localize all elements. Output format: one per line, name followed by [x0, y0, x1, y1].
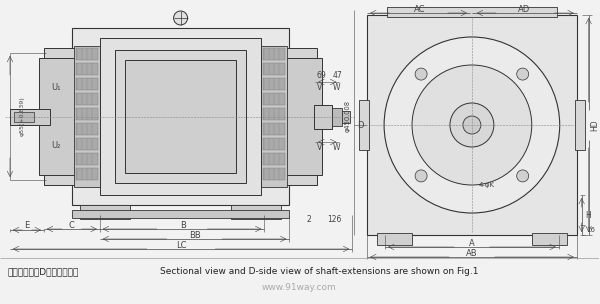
Bar	[76, 168, 98, 180]
Text: BB: BB	[188, 230, 200, 240]
Text: HD: HD	[590, 119, 599, 131]
Bar	[263, 93, 286, 105]
Text: φ55(+0.839): φ55(+0.839)	[19, 97, 25, 136]
Circle shape	[384, 37, 560, 213]
Bar	[286, 48, 317, 185]
Bar	[100, 38, 262, 195]
Bar	[76, 108, 98, 120]
Text: H: H	[585, 210, 590, 219]
Text: LC: LC	[176, 240, 187, 250]
Circle shape	[415, 170, 427, 182]
Bar	[76, 48, 98, 60]
Bar	[44, 48, 75, 185]
Text: B: B	[179, 220, 185, 230]
Text: AD: AD	[518, 5, 530, 15]
Text: U₂: U₂	[51, 140, 61, 150]
Circle shape	[415, 68, 427, 80]
Text: U₁: U₁	[51, 84, 61, 92]
Text: A: A	[469, 239, 475, 247]
Bar	[263, 168, 286, 180]
Bar	[387, 7, 557, 17]
Bar	[332, 108, 342, 126]
Bar	[115, 50, 247, 183]
Bar	[76, 93, 98, 105]
Text: E: E	[25, 222, 29, 230]
Bar	[263, 108, 286, 120]
Bar	[263, 78, 286, 90]
Circle shape	[450, 103, 494, 147]
Text: 轴伸剖面图和D向视图见图一: 轴伸剖面图和D向视图见图一	[8, 268, 79, 277]
Text: 4-φK: 4-φK	[479, 182, 495, 188]
Bar	[263, 48, 286, 60]
Bar	[262, 46, 287, 187]
Circle shape	[412, 65, 532, 185]
Text: 16: 16	[586, 227, 595, 233]
Bar	[575, 100, 584, 150]
Text: Sectional view and D-side view of shaft-extensions are shown on Fig.1: Sectional view and D-side view of shaft-…	[160, 268, 478, 277]
Bar	[263, 153, 286, 165]
Bar	[10, 109, 50, 125]
Bar	[359, 100, 369, 150]
Bar	[14, 112, 34, 122]
Text: C: C	[69, 220, 75, 230]
Bar	[125, 60, 236, 173]
Text: φ450.008: φ450.008	[344, 101, 350, 133]
Bar	[74, 46, 100, 187]
Bar	[263, 63, 286, 75]
Text: 47: 47	[332, 71, 342, 80]
Bar	[286, 58, 322, 175]
Text: AB: AB	[466, 248, 478, 257]
Bar	[263, 138, 286, 150]
Bar	[76, 153, 98, 165]
Text: 69: 69	[316, 71, 326, 80]
Circle shape	[517, 68, 529, 80]
Circle shape	[463, 116, 481, 134]
Bar	[76, 63, 98, 75]
Bar	[39, 58, 80, 175]
Circle shape	[173, 11, 188, 25]
Bar	[72, 28, 289, 205]
Text: W: W	[332, 143, 340, 153]
Bar	[76, 138, 98, 150]
Bar	[367, 15, 577, 235]
Bar	[232, 205, 281, 219]
Text: D: D	[357, 120, 364, 130]
Text: W: W	[332, 84, 340, 92]
Bar	[72, 210, 289, 218]
Text: 126: 126	[327, 216, 341, 224]
Bar	[80, 205, 130, 219]
Circle shape	[517, 170, 529, 182]
Text: V: V	[317, 143, 322, 153]
Bar	[532, 233, 566, 245]
Text: www.91way.com: www.91way.com	[262, 284, 337, 292]
Text: V: V	[317, 84, 322, 92]
Bar	[314, 105, 332, 129]
Text: 2: 2	[307, 216, 311, 224]
Bar	[342, 110, 350, 123]
Bar	[76, 123, 98, 135]
Text: AC: AC	[414, 5, 425, 15]
Bar	[76, 78, 98, 90]
Bar	[263, 123, 286, 135]
Bar	[377, 233, 412, 245]
